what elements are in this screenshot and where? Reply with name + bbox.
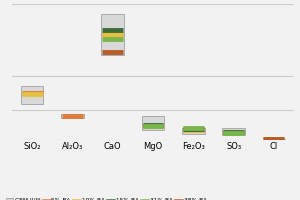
Bar (61, 114, 84, 118)
Bar (182, 128, 205, 134)
Legend: CEM II/III, 5% BA, 10% BA, 15% BA, 31% BA, 38% BA: CEM II/III, 5% BA, 10% BA, 15% BA, 31% B… (4, 195, 210, 200)
Bar (101, 14, 124, 55)
Bar (21, 86, 44, 104)
Bar (222, 128, 245, 135)
Bar (142, 116, 164, 130)
